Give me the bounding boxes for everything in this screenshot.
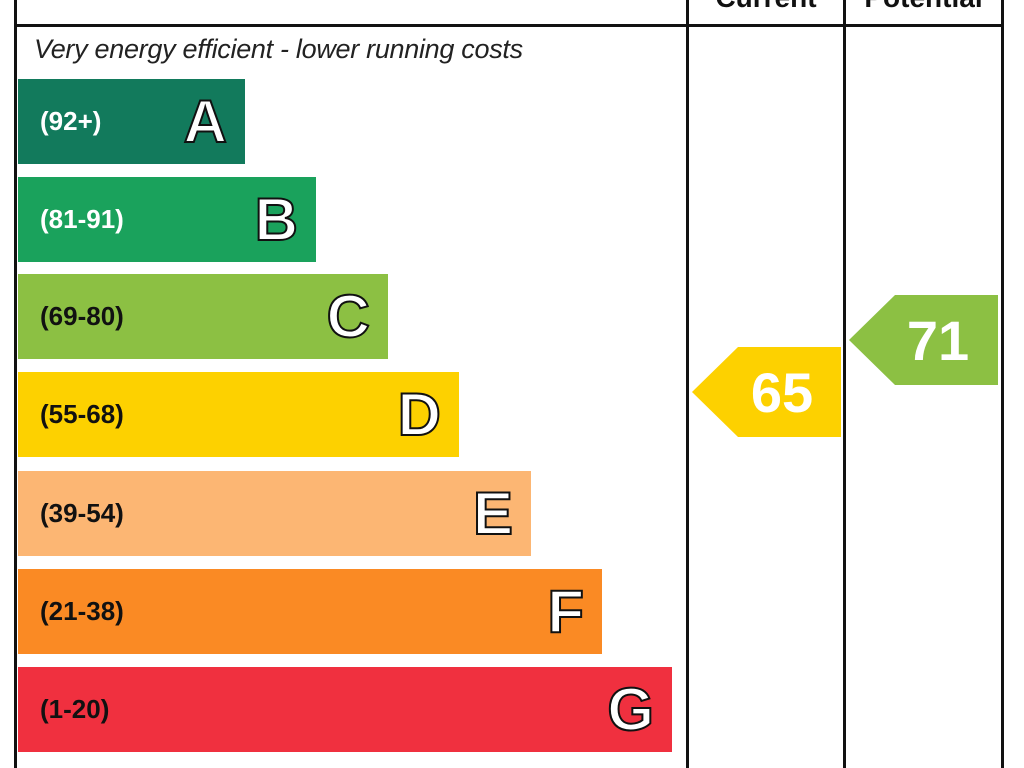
- rating-band-letter: F: [546, 577, 585, 646]
- rating-band-range: (92+): [40, 106, 102, 136]
- current-rating-arrow-shape: [692, 347, 841, 437]
- rating-band-letter: G: [606, 675, 655, 744]
- frame-right-border: [1001, 0, 1004, 768]
- rating-band-g: (1-20) G: [18, 667, 672, 752]
- rating-band-range: (21-38): [40, 596, 124, 626]
- rating-band-e: (39-54) E: [18, 471, 531, 556]
- rating-band-range: (55-68): [40, 399, 124, 429]
- rating-band-letter: D: [397, 380, 442, 449]
- potential-rating-value: 71: [907, 309, 969, 372]
- rating-band-d: (55-68) D: [18, 372, 459, 457]
- rating-band-letter: C: [326, 282, 371, 351]
- column-header-current: Current: [689, 0, 843, 14]
- frame-divider-current: [686, 0, 689, 768]
- header-underline: [14, 24, 1004, 27]
- rating-band-letter: A: [183, 87, 228, 156]
- column-header-potential: Potential: [846, 0, 1001, 14]
- rating-band-f: (21-38) F: [18, 569, 602, 654]
- rating-band-b: (81-91) B: [18, 177, 316, 262]
- current-rating-arrow: 65: [692, 347, 841, 437]
- rating-band-range: (81-91): [40, 204, 124, 234]
- rating-band-a: (92+) A: [18, 79, 245, 164]
- chart-caption: Very energy efficient - lower running co…: [34, 34, 523, 64]
- rating-band-letter: B: [254, 185, 299, 254]
- potential-rating-arrow-shape: [849, 295, 998, 385]
- rating-band-range: (1-20): [40, 694, 110, 724]
- rating-band-c: (69-80) C: [18, 274, 388, 359]
- rating-band-letter: E: [472, 479, 514, 548]
- potential-rating-arrow: 71: [849, 295, 998, 385]
- frame-left-border: [14, 0, 17, 768]
- rating-band-range: (39-54): [40, 498, 124, 528]
- current-rating-value: 65: [751, 361, 813, 424]
- frame-divider-potential: [843, 0, 846, 768]
- rating-band-range: (69-80): [40, 301, 124, 331]
